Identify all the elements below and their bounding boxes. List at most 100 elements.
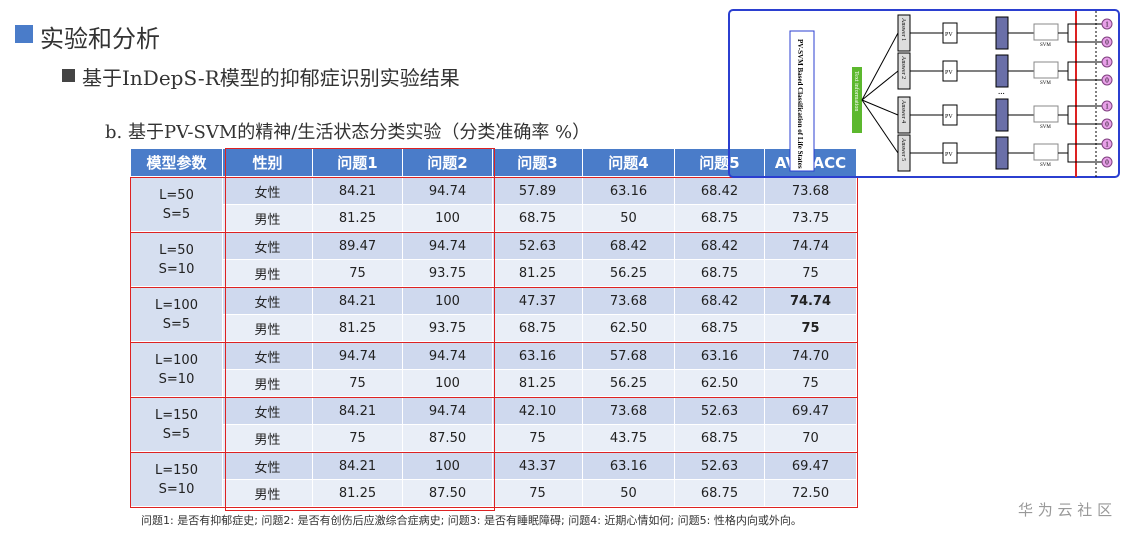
header-cell: 问题3 <box>493 149 582 176</box>
cell: 100 <box>403 370 492 396</box>
cell: 81.25 <box>493 370 582 396</box>
param: S=10 <box>158 481 195 497</box>
svm-box <box>1033 23 1059 41</box>
cell: 75 <box>313 260 402 286</box>
svm-box <box>1033 61 1059 79</box>
param: S=5 <box>162 316 191 332</box>
param: S=10 <box>158 261 195 277</box>
svm-label: SVM <box>1040 43 1051 48</box>
bullet <box>15 25 33 43</box>
param: S=5 <box>162 426 191 442</box>
pv-label: PV <box>945 32 953 38</box>
output-label: 0 <box>1105 39 1109 47</box>
svm-box <box>1033 143 1059 161</box>
cell: 73.68 <box>583 398 674 424</box>
cell: 89.47 <box>313 233 402 259</box>
cell: 63.16 <box>583 178 674 204</box>
cell: 74.70 <box>765 343 856 369</box>
output <box>1101 18 1113 30</box>
vector <box>995 136 1009 170</box>
cell: 87.50 <box>403 425 492 451</box>
output <box>1101 138 1113 150</box>
output-label: 1 <box>1105 103 1109 111</box>
wire <box>1058 105 1103 116</box>
cell: 50 <box>583 480 674 506</box>
svm-label: SVM <box>1040 81 1051 86</box>
cell: 68.75 <box>675 205 764 231</box>
param-cell: L=100 S=5 <box>131 288 222 341</box>
arrow <box>861 32 899 101</box>
output <box>1101 74 1113 86</box>
param: S=10 <box>158 371 195 387</box>
answer-label: Answer 4 <box>900 100 906 123</box>
cell: 73.68 <box>765 178 856 204</box>
cell: 81.25 <box>313 205 402 231</box>
answer-label: Answer 1 <box>900 18 906 41</box>
header-cell: 模型参数 <box>131 149 222 176</box>
cell: 56.25 <box>583 260 674 286</box>
output <box>1101 100 1113 112</box>
param: L=150 <box>155 407 198 423</box>
arrow <box>861 99 899 154</box>
cell: 女性 <box>223 233 312 259</box>
cell: 68.75 <box>675 260 764 286</box>
param-cell: L=150 S=5 <box>131 398 222 451</box>
param-cell: L=50 S=10 <box>131 233 222 286</box>
wire <box>1067 153 1103 163</box>
param: L=100 <box>155 352 198 368</box>
svm-label: SVM <box>1040 125 1051 130</box>
pv-label: PV <box>945 70 953 76</box>
watermark: 华 为 云 社 区 <box>1018 501 1113 519</box>
cell: 57.89 <box>493 178 582 204</box>
cell: 男性 <box>223 425 312 451</box>
cell: 94.74 <box>403 343 492 369</box>
cell: 94.74 <box>313 343 402 369</box>
cell: 70 <box>765 425 856 451</box>
output-label: 1 <box>1105 21 1109 29</box>
cell: 100 <box>403 205 492 231</box>
output <box>1101 156 1113 168</box>
cell: 69.47 <box>765 453 856 479</box>
cell: 52.63 <box>675 398 764 424</box>
cell: 男性 <box>223 205 312 231</box>
wire <box>1067 115 1103 125</box>
cell: 女性 <box>223 343 312 369</box>
param: L=100 <box>155 297 198 313</box>
cell: 73.75 <box>765 205 856 231</box>
cell: 100 <box>403 453 492 479</box>
output-label: 0 <box>1105 121 1109 129</box>
subtitle: 基于InDepS-R模型的抑郁症识别实验结果 <box>82 66 460 90</box>
cell: 68.75 <box>493 205 582 231</box>
cell: 50 <box>583 205 674 231</box>
cell: 87.50 <box>403 480 492 506</box>
cell: 100 <box>403 288 492 314</box>
cell: 75 <box>493 425 582 451</box>
wire <box>1058 23 1103 34</box>
diagram-title: PV-SVM Based Classification of Life Stat… <box>796 39 804 169</box>
cell: 94.74 <box>403 233 492 259</box>
arrow <box>861 70 899 101</box>
param: L=150 <box>155 462 198 478</box>
wire <box>1058 61 1103 72</box>
cell: 93.75 <box>403 315 492 341</box>
caption: b. 基于PV-SVM的精神/生活状态分类实验（分类准确率 %） <box>105 122 591 143</box>
wire <box>1067 71 1103 81</box>
cell: 63.16 <box>583 453 674 479</box>
cell: 93.75 <box>403 260 492 286</box>
param-cell: L=100 S=10 <box>131 343 222 396</box>
cell: 62.50 <box>583 315 674 341</box>
diagram-input: Text information <box>853 71 860 111</box>
cell: 女性 <box>223 288 312 314</box>
answer-label: Answer 2 <box>900 56 906 79</box>
cell: 84.21 <box>313 288 402 314</box>
bullet <box>62 69 75 82</box>
cell: 男性 <box>223 315 312 341</box>
output <box>1101 36 1113 48</box>
cell: 43.75 <box>583 425 674 451</box>
arrow <box>861 99 899 116</box>
svm-label: SVM <box>1040 163 1051 168</box>
wire <box>1067 33 1103 43</box>
cell: 68.75 <box>675 425 764 451</box>
cell: 69.47 <box>765 398 856 424</box>
